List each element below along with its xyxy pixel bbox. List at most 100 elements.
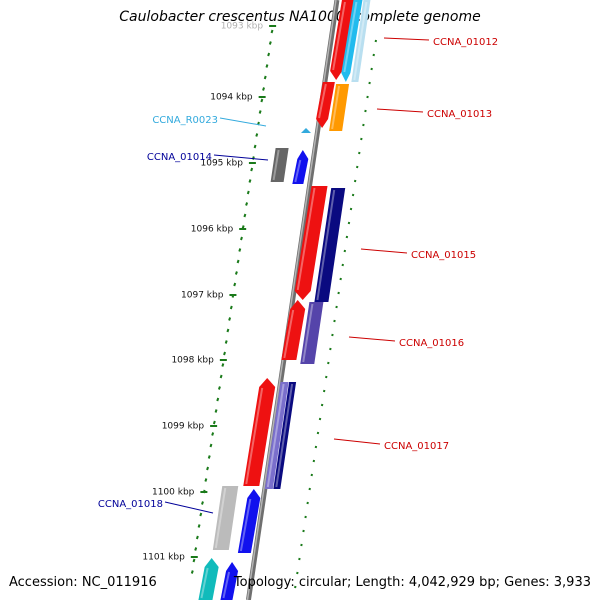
gene-ccna-01018-gray-shine — [214, 487, 227, 549]
inner-ring-dot — [296, 571, 299, 575]
gene-bottom-teal — [198, 558, 219, 600]
gene-ccna-01017-red-shine — [245, 387, 264, 485]
inner-ring-dot — [362, 123, 365, 127]
inner-ring-dot — [333, 319, 336, 323]
inner-ring-dot — [308, 487, 311, 491]
gene-label-leader — [219, 117, 267, 127]
gene-ccna-01012-cyan — [341, 0, 363, 82]
gene-label-leader — [333, 438, 381, 445]
inner-ring-dot — [339, 277, 342, 281]
inner-ring-dot — [331, 333, 334, 337]
ring-dot — [192, 558, 196, 563]
gene-ccna-01015-red-shine — [296, 187, 316, 291]
inner-ring-dot — [360, 137, 363, 141]
kbp-tick-label: 1099 kbp — [162, 422, 205, 432]
inner-ring-dot — [304, 515, 307, 519]
gene-bottom-blue-shine — [222, 571, 231, 599]
ring-dot — [267, 52, 271, 57]
inner-ring-dot — [327, 361, 330, 365]
inner-ring-dot — [358, 151, 361, 155]
gene-label-leader — [360, 248, 408, 254]
map-title: Caulobacter crescentus NA1000, complete … — [119, 9, 481, 25]
inner-ring-dot — [372, 53, 375, 57]
inner-ring-dot — [322, 389, 326, 393]
ring-dot — [234, 271, 238, 275]
gene-bottom-teal-shine — [200, 567, 209, 599]
ring-dot — [243, 213, 247, 218]
gene-label: CCNA_01013 — [427, 109, 492, 120]
gene-ccna-01012-pale — [351, 0, 371, 82]
inner-ring-dot — [349, 207, 353, 211]
ring-dot — [216, 397, 220, 402]
ring-dot — [195, 535, 199, 540]
ring-dot — [221, 363, 225, 367]
gene-ccna-01016-red — [281, 300, 306, 360]
kbp-tick-label: 1095 kbp — [201, 159, 244, 169]
gene-label: CCNA_01012 — [433, 37, 498, 48]
gene-ccna-01013-orange-shine — [331, 85, 341, 130]
gene-ccna-01012-cyan-shine — [343, 1, 358, 73]
gene-label-leader — [376, 108, 424, 113]
gene-label: CCNA_01018 — [98, 499, 163, 510]
kbp-tick-label: 1100 kbp — [152, 488, 195, 498]
inner-ring-dot — [300, 543, 303, 547]
gene-label-leader — [164, 501, 214, 514]
kbp-tick-label: 1096 kbp — [191, 225, 234, 235]
gene-label: CCNA_R0023 — [152, 115, 218, 126]
ring-dot — [207, 455, 211, 459]
kbp-tick-label: 1094 kbp — [210, 93, 253, 103]
ring-dot — [260, 98, 264, 103]
ring-dot — [190, 570, 194, 574]
ring-dot — [255, 133, 259, 137]
gene-label: CCNA_01016 — [399, 338, 464, 349]
gene-ccna-01012-red-shine — [332, 1, 346, 71]
gene-ccna-01014-gray-shine — [272, 149, 280, 181]
ring-dot — [236, 259, 240, 264]
ring-dot — [246, 190, 250, 195]
gene-ccna-01018-blue — [237, 489, 261, 553]
inner-ring-dot — [302, 529, 305, 533]
gene-label-leader — [348, 336, 396, 342]
inner-ring-dot — [316, 431, 320, 435]
gene-ccna-01015-red — [294, 186, 328, 300]
inner-ring-dot — [306, 501, 309, 505]
ring-dot — [214, 409, 218, 413]
gene-label-leader — [213, 154, 269, 161]
ring-dot — [201, 501, 204, 505]
ring-dot — [199, 512, 203, 517]
ring-dot — [233, 282, 237, 287]
ring-dot — [226, 328, 230, 333]
kbp-tick-label: 1097 kbp — [181, 291, 224, 301]
inner-ring-dot — [294, 585, 297, 589]
gene-label: CCNA_01015 — [411, 250, 476, 261]
gene-ccna-01015-navy — [314, 188, 346, 302]
kbp-tick-label: 1098 kbp — [171, 356, 214, 366]
gene-ccna-01012-red — [330, 0, 354, 80]
inner-ring-dot — [335, 305, 338, 309]
ring-dot — [228, 317, 232, 321]
ring-dot — [219, 374, 223, 379]
ring-dot — [268, 41, 272, 45]
gene-label: CCNA_01017 — [384, 441, 449, 452]
ring-dot — [248, 179, 252, 183]
inner-ring-dot — [368, 81, 371, 85]
inner-ring-dot — [314, 445, 318, 449]
inner-ring-dot — [374, 39, 378, 43]
kbp-tick-label: 1101 kbp — [142, 553, 185, 563]
gene-ccna-01013-red-shine — [318, 83, 327, 119]
inner-ring-dot — [298, 557, 301, 561]
gene-ccna-01016-slate — [300, 302, 324, 364]
gene-ccna-r0023 — [301, 128, 311, 133]
inner-ring-dot — [353, 179, 357, 183]
gene-label-leader — [383, 37, 430, 41]
gene-ccna-01017-navy — [273, 382, 297, 489]
ring-dot — [245, 202, 249, 206]
gene-ccna-01017-red — [243, 378, 276, 486]
gene-ccna-01014-blue — [292, 150, 309, 184]
gene-ccna-01018-blue-shine — [239, 498, 252, 552]
ring-dot — [265, 64, 269, 68]
gene-ccna-01014-gray — [270, 148, 289, 182]
accession-text: Accession: NC_011916 — [9, 575, 157, 590]
inner-ring-dot — [366, 95, 369, 99]
ring-dot — [240, 236, 243, 241]
